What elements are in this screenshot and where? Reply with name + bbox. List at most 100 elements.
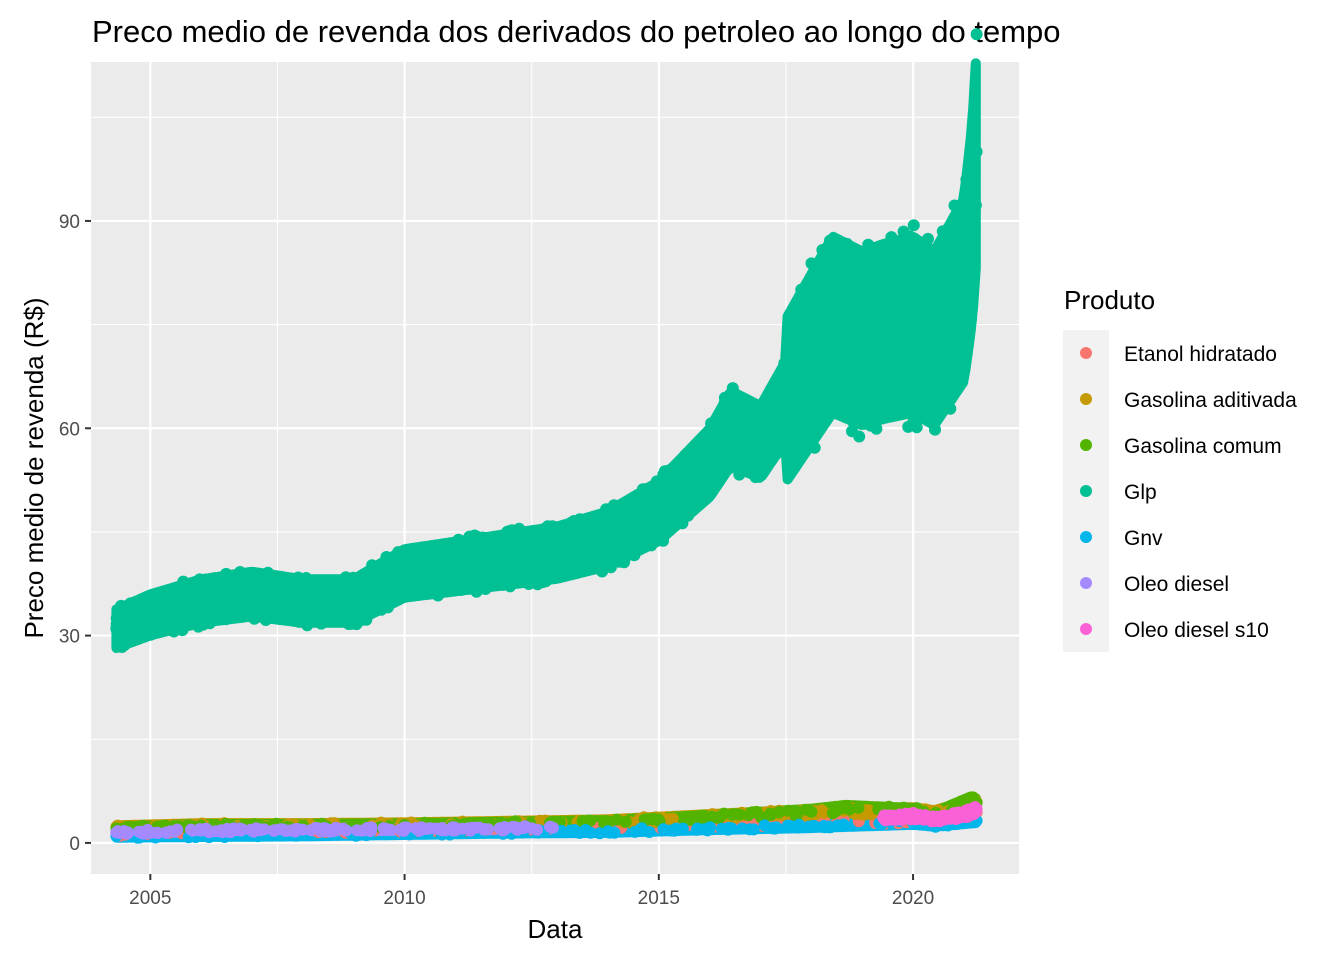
data-point	[598, 512, 611, 524]
data-point	[833, 266, 846, 279]
data-point	[633, 521, 646, 534]
data-point	[491, 548, 504, 560]
data-point	[497, 538, 510, 551]
data-point	[944, 402, 957, 415]
data-point	[619, 815, 632, 828]
plot-panel	[91, 62, 1019, 874]
data-point	[533, 573, 546, 586]
data-point	[736, 822, 749, 835]
data-point	[841, 328, 854, 341]
data-point	[966, 214, 979, 227]
data-point	[856, 332, 869, 345]
data-point	[501, 525, 514, 538]
data-point	[880, 380, 893, 393]
data-point	[843, 318, 856, 331]
y-axis-title: Preco medio de revenda (R$)	[19, 297, 49, 638]
data-point	[660, 489, 673, 502]
data-point	[824, 234, 836, 247]
data-point	[500, 822, 513, 835]
chart-title: Preco medio de revenda dos derivados do …	[92, 14, 1061, 49]
data-point	[933, 375, 946, 388]
data-point	[888, 271, 901, 284]
data-point	[903, 259, 916, 272]
data-point	[917, 813, 930, 826]
legend-label: Glp	[1124, 481, 1157, 504]
data-point	[820, 333, 833, 345]
data-point	[474, 560, 487, 573]
data-point	[644, 529, 657, 542]
data-point	[177, 606, 189, 619]
data-point	[764, 400, 777, 413]
data-point	[849, 292, 862, 305]
data-point	[407, 548, 420, 561]
x-tick-label: 2015	[638, 888, 680, 909]
data-point	[815, 409, 828, 422]
data-point	[625, 511, 638, 524]
data-point	[257, 571, 269, 584]
data-point	[808, 399, 821, 412]
y-tick-label: 90	[59, 212, 80, 233]
data-point	[347, 595, 360, 607]
data-point	[908, 301, 921, 314]
data-point	[490, 576, 503, 589]
data-point	[143, 619, 156, 632]
data-point	[470, 585, 483, 598]
data-point	[970, 28, 983, 41]
data-point	[709, 434, 722, 447]
data-point	[568, 535, 581, 548]
data-point	[778, 421, 791, 434]
data-point	[305, 588, 318, 601]
data-point	[902, 420, 915, 433]
data-points	[110, 28, 983, 844]
data-point	[464, 575, 477, 588]
data-point	[826, 807, 839, 820]
data-point	[765, 822, 778, 835]
legend-title: Produto	[1064, 285, 1155, 315]
data-point	[340, 824, 353, 837]
y-tick-label: 0	[69, 834, 80, 855]
data-point	[775, 401, 788, 414]
data-point	[531, 823, 543, 836]
data-point	[868, 285, 881, 297]
data-point	[814, 302, 827, 315]
data-point	[958, 346, 971, 359]
data-point	[908, 340, 921, 353]
data-point	[841, 305, 854, 318]
data-point	[621, 548, 634, 561]
data-point	[604, 554, 617, 566]
data-point	[801, 321, 814, 334]
data-point	[725, 396, 738, 409]
data-point	[296, 595, 309, 607]
data-point	[805, 257, 818, 270]
data-point	[110, 826, 123, 839]
data-point	[788, 409, 800, 422]
data-point	[646, 813, 659, 826]
data-point	[945, 389, 957, 402]
data-point	[669, 822, 682, 835]
data-point	[567, 826, 580, 839]
data-point	[804, 437, 817, 450]
data-point	[890, 348, 903, 360]
data-point	[794, 372, 807, 385]
data-point	[967, 265, 980, 278]
data-point	[788, 433, 801, 446]
data-point	[209, 825, 222, 838]
data-point	[276, 611, 288, 624]
data-point	[689, 482, 702, 495]
data-point	[468, 529, 481, 542]
data-point	[703, 456, 716, 469]
data-point	[805, 820, 818, 833]
x-tick-label: 2020	[892, 888, 934, 909]
data-point	[761, 455, 774, 467]
y-tick-label: 60	[59, 419, 80, 440]
data-point	[144, 608, 157, 621]
data-point	[569, 560, 581, 573]
data-point	[221, 822, 234, 835]
data-point	[358, 593, 371, 606]
data-point	[366, 559, 379, 572]
data-point	[879, 300, 892, 313]
data-point	[970, 145, 983, 158]
data-point	[657, 468, 670, 481]
data-point	[736, 424, 749, 437]
